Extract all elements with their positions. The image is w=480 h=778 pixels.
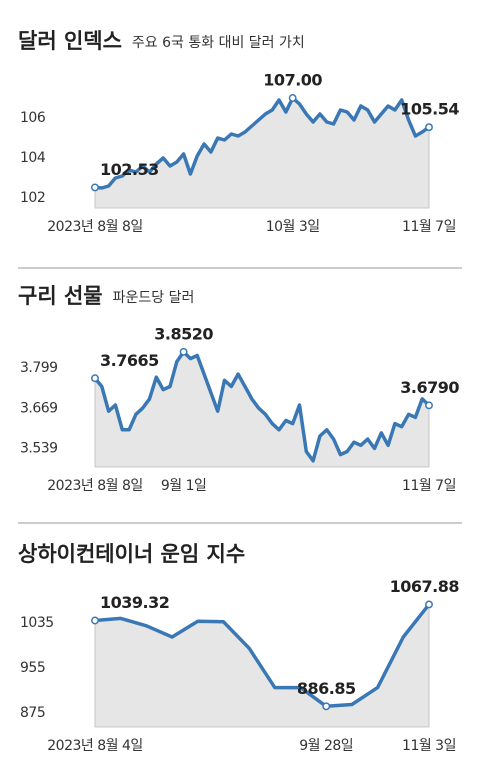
point [179, 347, 188, 356]
point [425, 401, 433, 410]
x-tick-label: 11월 7일 [402, 219, 456, 235]
value-label: 102.53 [100, 160, 159, 179]
value-label: 1067.88 [390, 577, 460, 596]
line [93, 350, 431, 463]
chart-title: 상하이컨테이너 운임 지수 [18, 542, 245, 566]
point [425, 600, 433, 609]
y-tick-label: 1035 [20, 615, 54, 631]
y-tick-label: 102 [20, 190, 45, 206]
value-label: 105.54 [400, 100, 459, 119]
x-tick-label: 9월 1일 [161, 478, 207, 494]
point [91, 374, 99, 383]
x-tick-label: 11월 3일 [402, 738, 456, 754]
point [322, 702, 331, 711]
x-tick-label: 11월 7일 [402, 478, 456, 494]
value-label: 3.6790 [400, 378, 459, 397]
value-label: 3.7665 [100, 351, 159, 370]
value-label: 107.00 [263, 71, 322, 90]
chart-subtitle: 파운드당 달러 [113, 290, 195, 306]
x-tick-label: 2023년 8월 8일 [47, 478, 142, 494]
y-tick-label: 3.539 [20, 441, 58, 457]
y-tick-label: 3.799 [20, 360, 58, 376]
point [91, 183, 99, 192]
point [91, 616, 99, 625]
y-tick-label: 955 [20, 660, 45, 676]
point [425, 123, 433, 132]
point [288, 94, 297, 102]
y-tick-label: 3.669 [20, 400, 58, 416]
x-tick-label: 2023년 8월 8일 [47, 219, 142, 235]
y-tick-label: 106 [20, 110, 46, 126]
x-tick-label: 9월 28일 [299, 738, 353, 754]
line [94, 96, 431, 190]
y-tick-label: 104 [20, 150, 46, 166]
y-tick-label: 875 [20, 705, 45, 721]
value-label: 1039.32 [100, 593, 169, 612]
chart-title: 달러 인덱스 [18, 29, 122, 53]
x-tick-label: 10월 3일 [266, 219, 320, 235]
chart-subtitle: 주요 6국 통화 대비 달러 가치 [132, 35, 305, 51]
chart-title: 구리 선물 [18, 284, 103, 308]
value-label: 886.85 [297, 679, 356, 698]
value-label: 3.8520 [154, 324, 213, 343]
line [94, 603, 431, 709]
x-tick-label: 2023년 8월 4일 [47, 738, 142, 754]
